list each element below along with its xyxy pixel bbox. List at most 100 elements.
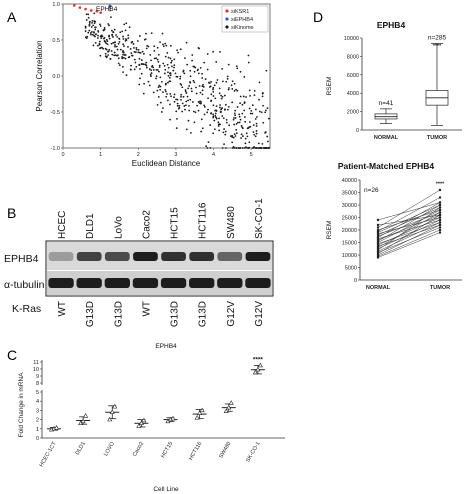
scatter-point — [146, 66, 148, 69]
a-x-tick-label: 0 — [61, 152, 64, 158]
scatter-point — [167, 81, 169, 84]
blot-bands — [48, 252, 271, 288]
scatter-point — [207, 108, 209, 111]
scatter-point — [235, 147, 238, 149]
scatter-point — [181, 102, 184, 105]
scatter-point — [104, 41, 107, 43]
scatter-point — [127, 46, 129, 48]
scatter-point — [219, 50, 221, 53]
scatter-point — [99, 54, 102, 57]
scatter-point — [109, 58, 112, 60]
d2-point-normal — [376, 256, 380, 259]
scatter-point — [161, 32, 164, 35]
scatter-point — [117, 42, 120, 45]
scatter-point — [256, 147, 259, 149]
scatter-point — [216, 79, 219, 81]
scatter-point — [212, 113, 214, 116]
scatter-point — [231, 88, 234, 90]
scatter-point — [203, 104, 205, 107]
a-y-tick-label: 0.0 — [52, 74, 60, 80]
scatter-point — [243, 147, 246, 149]
panel-b-western-blot: HCEC DLD1 LoVo Caco2 HCT15 HCT116 SW480 SK-CO-1… — [4, 198, 274, 327]
scatter-point — [264, 111, 267, 114]
scatter-point — [151, 64, 154, 67]
d2-point-tumor — [438, 206, 442, 209]
scatter-point — [254, 147, 257, 149]
scatter-point — [131, 54, 134, 57]
scatter-point — [261, 95, 264, 98]
scatter-point — [164, 42, 167, 45]
d2-point-tumor — [438, 231, 442, 234]
scatter-point — [123, 23, 126, 26]
scatter-point — [262, 121, 265, 124]
d2-pair-line — [377, 212, 441, 248]
scatter-point — [130, 64, 132, 67]
d2-point-tumor — [438, 216, 442, 219]
d2-significance-label: **** — [436, 182, 445, 188]
scatter-point — [145, 64, 148, 67]
scatter-point — [254, 108, 257, 111]
scatter-point — [204, 78, 207, 81]
scatter-point — [117, 57, 120, 60]
d2-x-tick-label: TUMOR — [430, 285, 450, 291]
c-x-tick-label: SW480 — [218, 441, 232, 460]
scatter-point — [214, 97, 217, 100]
scatter-point — [166, 93, 168, 95]
scatter-point — [255, 122, 258, 125]
scatter-point — [174, 72, 177, 75]
scatter-point — [179, 48, 182, 51]
panel-a-annotation: EPHB4 — [96, 6, 118, 13]
scatter-point — [228, 124, 231, 127]
scatter-point — [87, 16, 90, 19]
scatter-point — [233, 123, 236, 126]
scatter-point — [132, 43, 135, 45]
scatter-point — [121, 65, 124, 68]
scatter-point — [140, 59, 143, 61]
a-y-tick-label: -1.0 — [51, 146, 60, 152]
panel-a-x-ticks: 0 1 2 3 4 5 — [61, 148, 253, 158]
scatter-point — [149, 54, 152, 56]
panel-c-y-label: Fold Change in mRNA — [18, 372, 25, 438]
scatter-point — [119, 31, 122, 34]
scatter-point — [241, 135, 244, 137]
scatter-point — [228, 87, 230, 89]
a-x-tick-label: 3 — [174, 152, 177, 158]
a-x-tick-label: 2 — [137, 152, 140, 158]
c-y-tick-label: 10 — [33, 367, 39, 373]
scatter-point — [111, 29, 113, 32]
blot-band-ephb4 — [76, 252, 102, 261]
scatter-point — [253, 133, 256, 136]
scatter-point — [152, 69, 155, 71]
scatter-point — [219, 111, 222, 114]
scatter-point — [153, 57, 156, 60]
scatter-point — [141, 50, 144, 53]
scatter-point — [189, 81, 191, 83]
scatter-point — [87, 13, 90, 16]
scatter-point — [122, 49, 124, 52]
d2-y-tick-label: 15000 — [342, 241, 357, 247]
scatter-point — [93, 31, 95, 34]
d2-pair-line — [377, 214, 441, 254]
scatter-point — [212, 86, 215, 89]
scatter-point — [234, 117, 237, 119]
scatter-point — [156, 69, 159, 71]
scatter-point — [148, 68, 151, 70]
scatter-point — [208, 82, 211, 85]
scatter-point — [140, 72, 143, 75]
scatter-point — [244, 116, 246, 118]
scatter-point — [169, 72, 172, 75]
scatter-point — [91, 30, 93, 33]
scatter-point — [169, 57, 172, 60]
panel-c-data: **** — [47, 357, 265, 432]
scatter-point — [94, 41, 97, 44]
scatter-point — [125, 22, 128, 25]
blot-kras-label: G12V — [226, 301, 237, 327]
scatter-point — [212, 95, 215, 97]
scatter-point — [149, 73, 152, 76]
scatter-point — [88, 29, 91, 32]
scatter-point — [182, 95, 185, 98]
scatter-point — [212, 115, 215, 118]
scatter-point — [122, 35, 124, 38]
blot-kras-labels: WT G13D G13D WT G13D G13D G12V G12V — [57, 301, 265, 327]
